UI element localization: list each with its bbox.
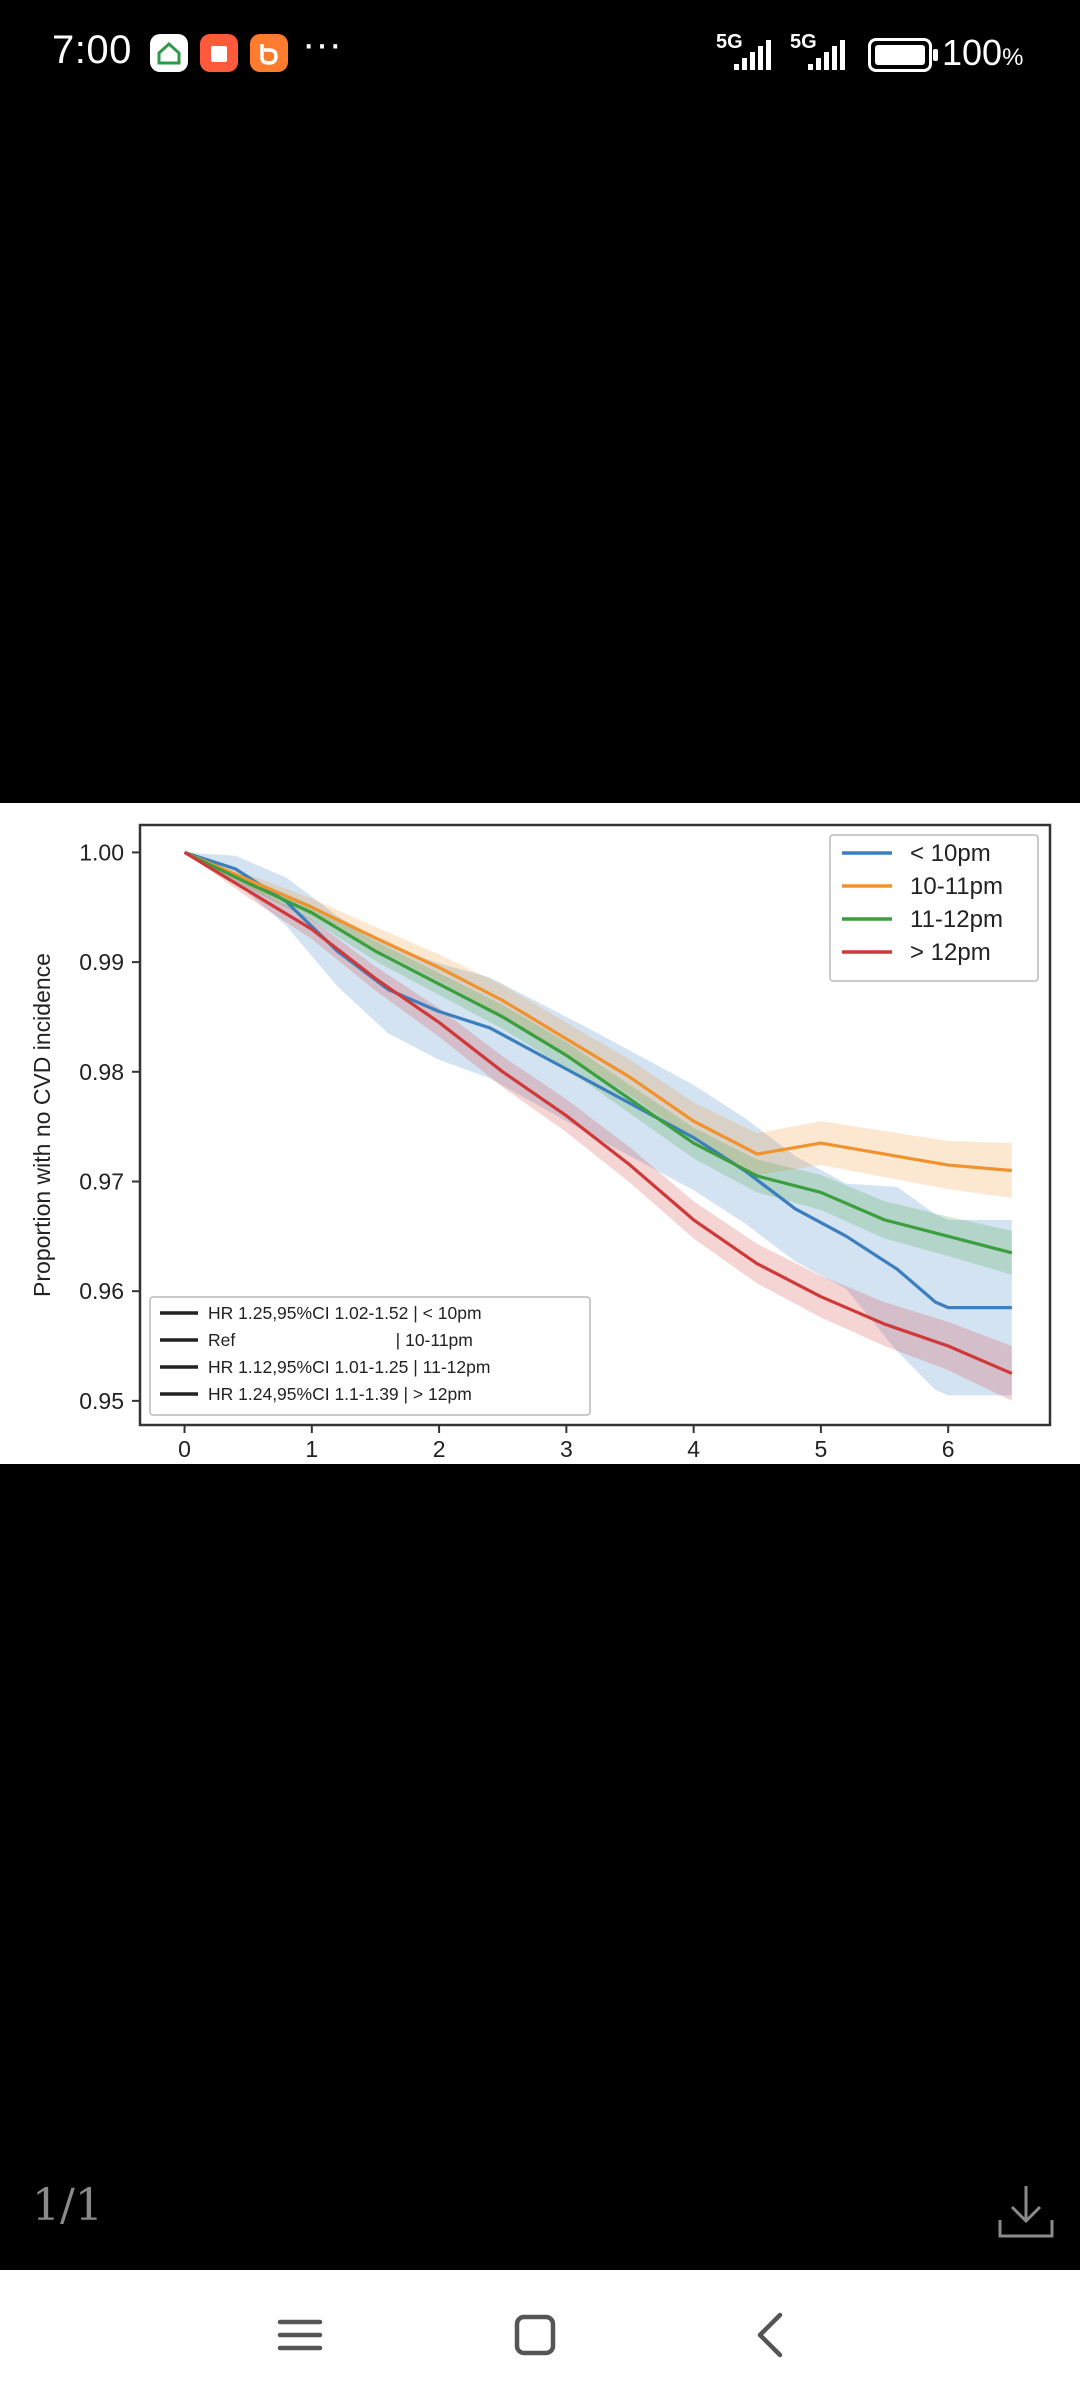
image-viewer-photo[interactable]: 0.95 0.96 0.97 0.98 0.99 1.00 0 1 2 3 4 5 6 Proportio… — [0, 803, 1080, 1464]
x-tick-label: 6 — [942, 1436, 955, 1462]
status-bar: 7:00 ··· 5G 5G 100% — [0, 0, 1080, 110]
signal-icon-1: 5G — [716, 31, 771, 70]
menu-icon[interactable] — [265, 2300, 335, 2370]
annotation-label: Ref | 10-11pm — [208, 1330, 473, 1350]
y-axis-label: Proportion with no CVD incidence — [29, 953, 55, 1297]
more-notifications-icon: ··· — [302, 22, 342, 66]
x-tick-label: 0 — [178, 1436, 191, 1462]
svg-text:5G: 5G — [716, 31, 743, 53]
y-tick-label: 0.99 — [79, 949, 124, 975]
annotation-label: HR 1.24,95%CI 1.1-1.39 | > 12pm — [208, 1384, 472, 1404]
y-tick-label: 0.98 — [79, 1059, 124, 1085]
x-tick-label: 4 — [687, 1436, 700, 1462]
annotation-label: HR 1.12,95%CI 1.01-1.25 | 11-12pm — [208, 1357, 490, 1377]
series-line — [183, 850, 1012, 1173]
y-tick-label: 0.97 — [79, 1168, 124, 1194]
x-tick-label: 1 — [305, 1436, 318, 1462]
annotation-box — [149, 1296, 591, 1416]
signal-icon-2: 5G — [790, 31, 845, 70]
legend-box — [829, 834, 1039, 982]
legend-label: 10-11pm — [910, 873, 1003, 900]
y-tick-label: 0.96 — [79, 1278, 124, 1304]
download-icon[interactable] — [994, 2180, 1058, 2244]
series-line — [183, 851, 1013, 1375]
y-tick-label: 1.00 — [79, 839, 124, 865]
x-tick-label: 2 — [433, 1436, 446, 1462]
svg-text:5G: 5G — [790, 31, 817, 53]
annotation-label: HR 1.25,95%CI 1.02-1.52 | < 10pm — [208, 1303, 482, 1323]
home-icon[interactable] — [500, 2300, 570, 2370]
survival-chart: 0.95 0.96 0.97 0.98 0.99 1.00 0 1 2 3 4 5 6 Proportio… — [29, 823, 1052, 1462]
x-tick-label: 5 — [815, 1436, 828, 1462]
legend-label: > 12pm — [910, 939, 991, 966]
clock: 7:00 — [52, 28, 132, 72]
y-tick-label: 0.95 — [79, 1388, 124, 1414]
ci-band — [184, 852, 1012, 1198]
red-app-icon — [200, 34, 238, 72]
navigation-bar — [0, 2270, 1080, 2400]
page-indicator: 1/1 — [32, 2180, 103, 2231]
back-icon[interactable] — [736, 2300, 806, 2370]
legend-label: < 10pm — [910, 840, 991, 867]
legend-label: 11-12pm — [910, 906, 1003, 933]
x-tick-label: 3 — [560, 1436, 573, 1462]
battery-icon — [868, 38, 938, 72]
orange-app-icon — [250, 34, 288, 72]
battery-level: 100% — [942, 32, 1024, 73]
series-line — [183, 850, 1013, 1255]
home-app-icon — [150, 34, 188, 72]
